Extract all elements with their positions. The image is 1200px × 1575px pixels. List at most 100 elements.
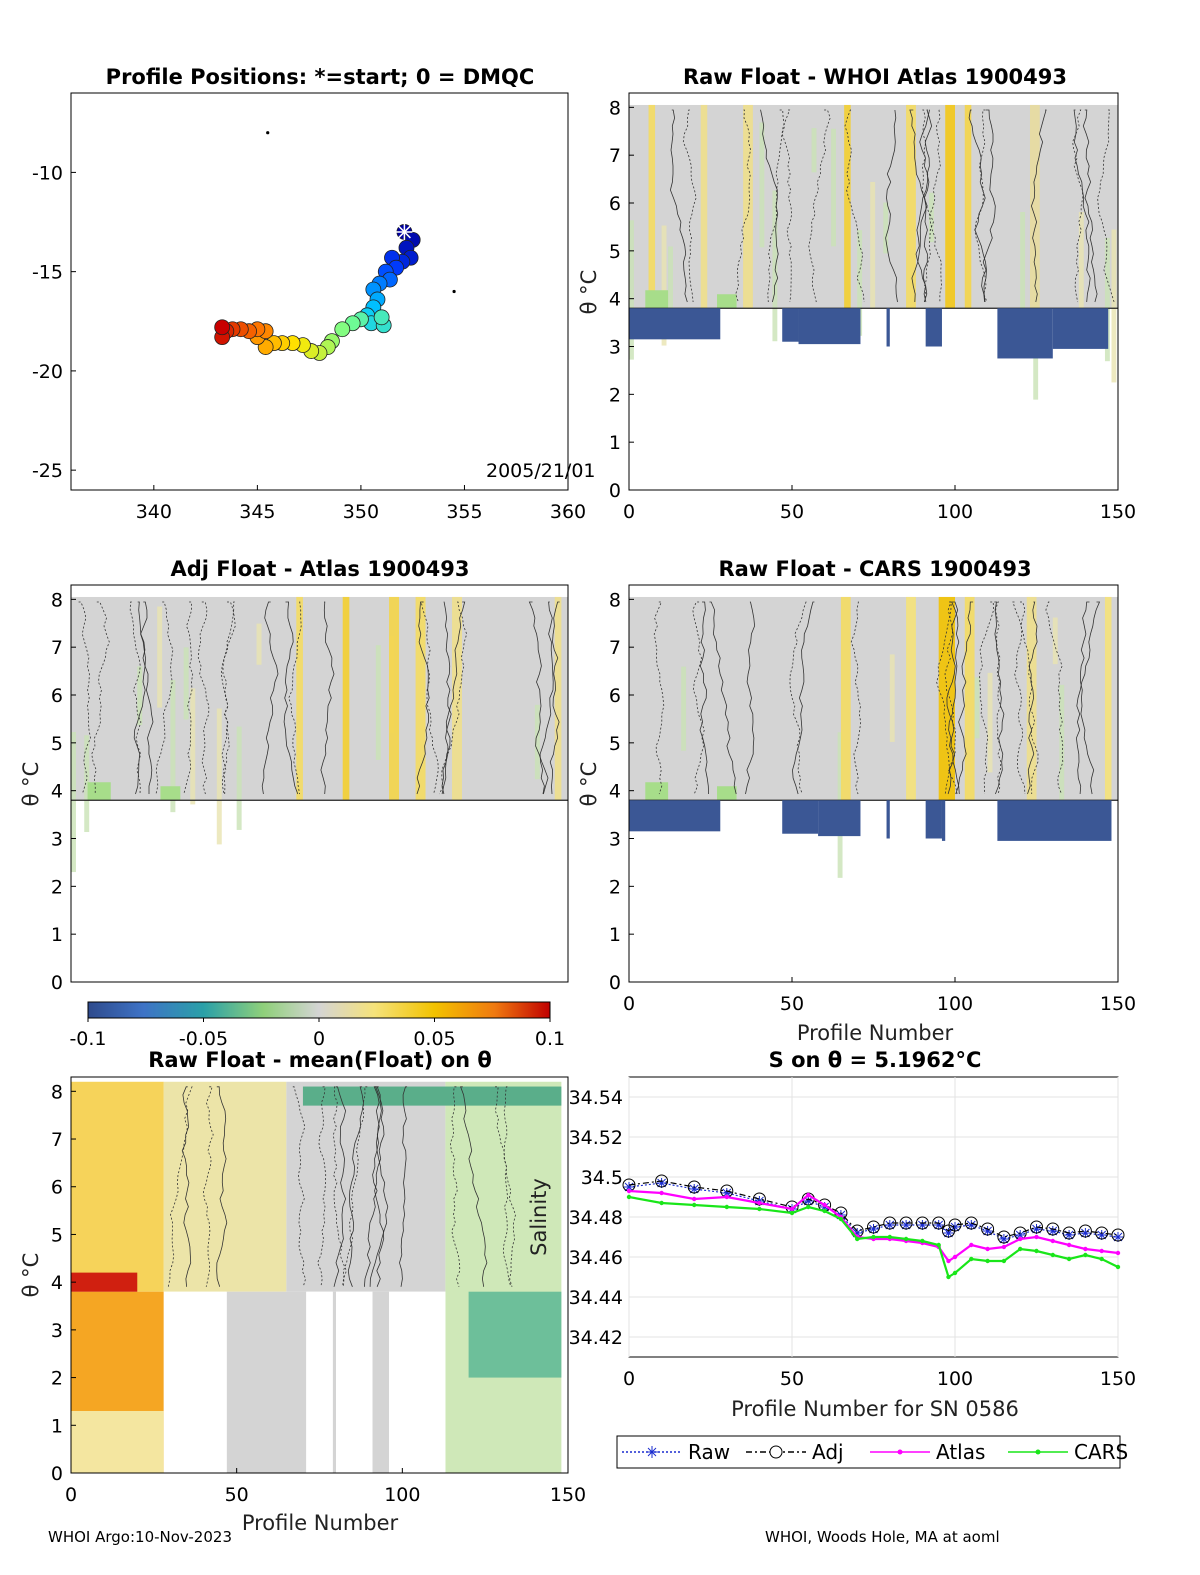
p3-contour [995,601,1002,795]
p3-texture [889,654,895,742]
series-atlas-point [1115,1250,1121,1256]
p2-ytick-label: 7 [51,637,63,659]
series-adj-point [915,1216,929,1230]
p1-xtick-label: 50 [780,501,804,523]
p4-grey-lower [372,1291,390,1473]
panel5-xlabel: Profile Number for SN 0586 [731,1397,1019,1421]
series-cars-point [1001,1258,1007,1264]
p1-xtick-label: 0 [623,501,635,523]
legend-items: Raw Adj Atlas CARS [622,1440,1128,1464]
p1-texture [772,190,778,342]
p4-grey-upper [286,1081,446,1292]
p3-field [629,596,1118,801]
series-atlas-point [946,1258,951,1264]
p2-contour [441,601,452,795]
series-atlas-point [985,1246,990,1252]
p3-cold-block [818,800,861,837]
series-cars-point [806,1204,811,1210]
p2-warm-column [342,596,350,801]
series-cars-point [871,1234,876,1240]
p1-contour [924,109,941,303]
p2-ytick-label: 4 [51,781,63,803]
map-marks: 340 345 350 355 360 -10 -15 -20 -25 [32,131,586,523]
series-adj-point [867,1220,880,1234]
p3-contour [1027,601,1038,795]
p2-contour [137,601,154,794]
series-atlas-point [806,1192,811,1198]
colorbar-tick-label: -0.05 [179,1028,228,1050]
p2-contour [288,601,302,795]
series-raw-point [868,1224,879,1234]
panel5-lines: 0 50 100 150 34.42 34.44 34.46 34.48 34.5 34.52 34… [569,1077,1136,1390]
p2-texture [170,680,176,813]
p4-contour [347,1086,364,1287]
series-adj-point [964,1216,978,1230]
series-raw-point [933,1220,944,1230]
panel4-xlabel: Profile Number [242,1511,399,1535]
legend-adj-label: Adj [812,1440,844,1464]
p1-contour [735,109,752,303]
series-cars-point [1115,1264,1121,1270]
p1-contour [767,109,791,303]
p1-cold-block [798,308,861,345]
p3-contour [979,601,995,795]
map-axes [70,92,569,491]
p4-contour [449,1086,461,1287]
p2-ytick-label: 0 [51,972,63,994]
p3-texture [1052,617,1058,665]
series-adj-point [883,1216,897,1230]
p3-contour [1075,601,1101,795]
series-cars-point [855,1236,860,1242]
map-xtick-label: 360 [550,501,586,523]
p4-ytick-label: 1 [51,1415,63,1437]
series-atlas-point [626,1188,632,1194]
p2-texture [157,606,163,708]
p3-ytick-label: 2 [609,876,621,898]
map-xtick-label: 355 [446,501,482,523]
p1-contour [974,109,988,303]
series-atlas-point [1050,1238,1056,1244]
p1-warm-column [906,104,916,309]
p4-ytick-label: 3 [51,1320,63,1342]
series-cars-point [692,1202,697,1208]
series-adj-point [899,1216,913,1230]
p2-ytick-label: 3 [51,829,63,851]
p4-xtick-label: 150 [550,1484,586,1506]
panel1-heatmap: 0 50 100 150 0 1 2 3 4 5 6 7 8 [609,97,1136,523]
p1-contour [1030,109,1047,303]
raw-star-stroke [1097,1230,1107,1240]
legend-cars-label: CARS [1074,1440,1128,1464]
p5-ytick-label: 34.48 [569,1207,623,1229]
series-adj-point [1062,1226,1076,1240]
p2-contour [261,601,279,795]
series-cars-point [936,1242,941,1248]
series-raw-point [656,1178,667,1188]
p4-grey-lower [332,1291,337,1473]
p3-texture [987,672,993,773]
legend: Raw Adj Atlas CARS [616,1435,1128,1469]
series-cars-point [985,1258,990,1264]
p2-contour [420,601,439,795]
p4-xtick-label: 0 [65,1484,77,1506]
p3-green-patch [717,786,737,801]
series-atlas-point [1083,1246,1088,1252]
p3-contour [1045,601,1064,795]
p1-texture [857,230,863,336]
panel-raw-whoi-atlas: Raw Float - WHOI Atlas 1900493 0 50 100 150… [577,65,1136,523]
p4-ytick-label: 0 [51,1463,63,1485]
p3-cold-block [629,800,721,832]
p4-contour [369,1086,389,1287]
series-cars-point [969,1256,974,1262]
panel-salinity: S on θ = 5.1962°C 0 50 100 150 34.42 34.44 34.… [527,1048,1136,1469]
p2-green-patch [87,782,111,801]
p3-ytick-label: 3 [609,829,621,851]
series-cars-point [757,1206,762,1212]
p1-ytick-label: 4 [609,289,621,311]
series-cars-point [920,1238,925,1244]
p1-warm-column [648,104,656,309]
p1-ytick-label: 7 [609,145,621,167]
p1-cold-block [925,308,942,347]
p2-warm-column [452,596,462,801]
series-raw-point [901,1220,912,1230]
p4-ytick-label: 4 [51,1272,63,1294]
